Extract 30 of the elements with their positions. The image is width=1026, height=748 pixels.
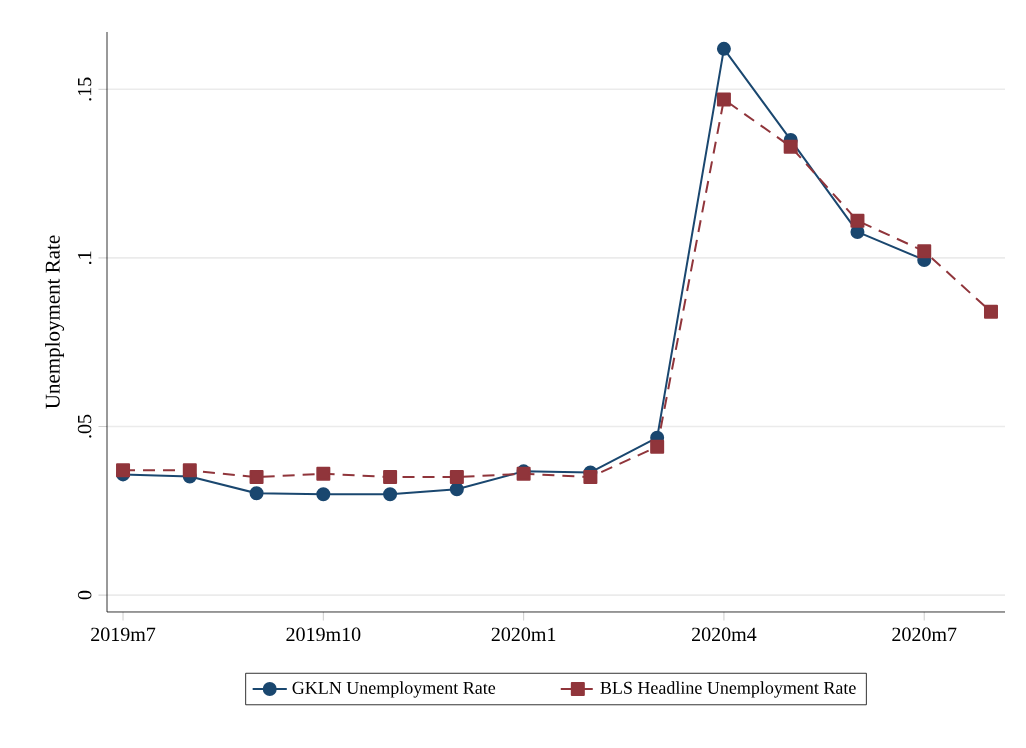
y-tick-label: .15 (77, 77, 92, 101)
x-tick-label: 2020m1 (491, 627, 556, 642)
point (449, 482, 464, 497)
y-tick-label: .1 (77, 251, 92, 265)
x-tick-label: 2019m7 (91, 627, 156, 642)
x-tick-label: 2019m10 (286, 627, 361, 642)
point (783, 139, 798, 154)
point (249, 486, 264, 501)
point (316, 466, 331, 481)
x-tick-label: 2020m4 (692, 627, 757, 642)
point (716, 92, 731, 107)
point (449, 470, 464, 485)
legend-label: GKLN Unemployment Rate (292, 681, 496, 698)
point (182, 463, 197, 478)
point (249, 470, 264, 485)
y-tick-label: .05 (77, 414, 92, 438)
point (383, 487, 398, 502)
y-axis-title: Unemployment Rate (45, 235, 65, 409)
point (650, 439, 665, 454)
y-tick-label: 0 (77, 590, 92, 600)
point (383, 470, 398, 485)
x-tick-label: 2020m7 (892, 627, 957, 642)
point (850, 213, 865, 228)
point (983, 304, 998, 319)
point (917, 244, 932, 259)
point (316, 487, 331, 502)
point (116, 463, 131, 478)
point (716, 41, 731, 56)
legend-label: BLS Headline Unemployment Rate (600, 681, 856, 698)
point (583, 470, 598, 485)
